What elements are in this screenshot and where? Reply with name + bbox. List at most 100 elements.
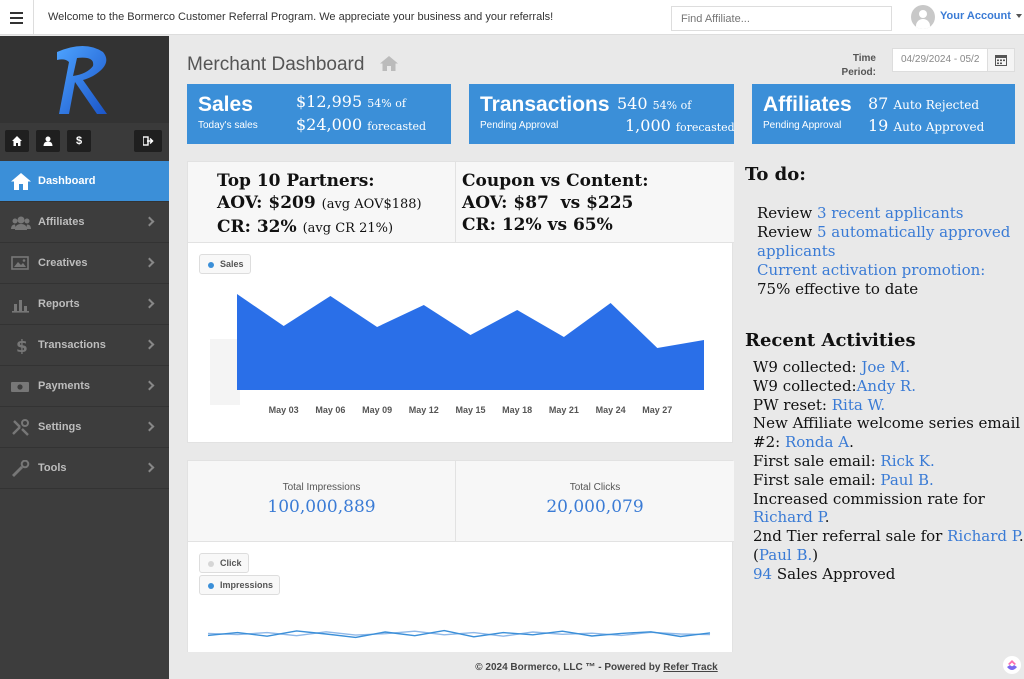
account-menu[interactable]: Your Account [940, 10, 1022, 22]
transactions-percent: 54% of [652, 99, 692, 112]
transactions-forecast-label: forecasted [675, 121, 735, 134]
refer-track-logo-icon [57, 46, 107, 114]
hamburger-menu-icon[interactable] [0, 0, 34, 35]
activity-text: . ( [753, 527, 1024, 564]
affiliate-link[interactable]: Joe M. [861, 358, 911, 376]
recent-applicants-link[interactable]: 3 recent applicants [816, 204, 964, 222]
affiliate-link[interactable]: Paul B. [758, 545, 813, 564]
chevron-right-icon [144, 421, 155, 432]
todo-text: 75% effective to date [757, 280, 919, 298]
clickup-icon[interactable] [1003, 656, 1021, 674]
activity-text: W9 collected: [753, 376, 857, 395]
sidebar-item-settings[interactable]: Settings [0, 407, 169, 448]
activity-item: PW reset: Rita W. [753, 396, 1024, 415]
top-partners-aov: AOV: $209 [217, 193, 316, 213]
footer: © 2024 Bormerco, LLC ™ - Powered by Refe… [169, 652, 1024, 679]
sales-approved-link[interactable]: 94 [753, 564, 773, 583]
x-tick-label: May 15 [455, 405, 485, 415]
sidebar-item-creatives[interactable]: Creatives [0, 243, 169, 284]
sales-legend-dot [208, 262, 214, 268]
page-title: Merchant Dashboard [187, 54, 365, 75]
affiliates-stat-box[interactable]: Affiliates Pending Approval 87 Auto Reje… [752, 84, 1015, 144]
total-impressions-panel: Total Impressions 100,000,889 [188, 461, 456, 542]
chevron-right-icon [144, 216, 155, 227]
click-legend-button[interactable]: Click [199, 553, 249, 573]
approved-applicants-link[interactable]: 5 automatically approved applicants [757, 223, 1011, 260]
sidebar-item-label: Transactions [38, 339, 106, 351]
auto-rejected-count: 87 [868, 94, 889, 113]
sidebar-item-dashboard[interactable]: Dashboard [0, 161, 169, 202]
account-label: Your Account [940, 10, 1011, 22]
x-tick-label: May 09 [362, 405, 392, 415]
total-impressions-value: 100,000,889 [267, 497, 376, 517]
refer-track-link[interactable]: Refer Track [663, 662, 718, 673]
affiliate-link[interactable]: Rita W. [831, 395, 886, 414]
transactions-title: Transactions [480, 93, 610, 116]
wrench-icon [12, 460, 30, 477]
activity-text: First sale email: [753, 470, 881, 489]
activity-text: First sale email: [753, 451, 881, 470]
top-partners-panel: Top 10 Partners: AOV: $209 (avg AOV$188)… [188, 162, 456, 243]
avatar-icon[interactable] [911, 5, 935, 29]
activity-text: ) [812, 545, 819, 564]
logo[interactable] [0, 36, 169, 123]
affiliate-link[interactable]: Richard P [947, 527, 1019, 546]
activity-text: Sales Approved [772, 564, 896, 583]
sales-legend-button[interactable]: Sales [199, 254, 251, 274]
logout-icon[interactable] [134, 130, 162, 152]
activity-item: First sale email: Rick K. [753, 452, 1024, 471]
affiliate-link[interactable]: Andy R. [856, 376, 916, 395]
impressions-clicks-card: Total Impressions 100,000,889 Total Clic… [187, 460, 734, 655]
click-legend-dot [208, 561, 214, 567]
affiliate-link[interactable]: Ronda A [784, 433, 850, 452]
sidebar-item-transactions[interactable]: $ Transactions [0, 325, 169, 366]
activity-item: New Affiliate welcome series email #2: R… [753, 414, 1024, 452]
home-icon[interactable] [380, 56, 398, 71]
activity-item: W9 collected:Andy R. [753, 377, 1024, 396]
coupon-vs-content-cr: CR: 12% vs 65% [462, 215, 613, 235]
activity-item: 2nd Tier referral sale for Richard P. (P… [753, 527, 1024, 565]
activation-promotion-link[interactable]: Current activation promotion: [757, 261, 986, 279]
todo-item: Current activation promotion: [757, 261, 1024, 280]
date-range-input[interactable]: 04/29/2024 - 05/2 [892, 48, 988, 72]
find-affiliate-input[interactable] [671, 6, 892, 31]
sales-stat-box[interactable]: Sales Today's sales $12,995 54% of $24,0… [187, 84, 451, 144]
transactions-forecast-line: 1,000 forecasted [617, 116, 735, 135]
x-tick-label: May 03 [269, 405, 299, 415]
recent-activities-list: W9 collected: Joe M. W9 collected:Andy R… [753, 358, 1024, 584]
transactions-amount-line: 540 54% of [617, 94, 691, 113]
coupon-vs-content-text: Coupon vs Content: AOV: $87 vs $225 CR: … [462, 170, 649, 236]
top-partners-text: Top 10 Partners: AOV: $209 (avg AOV$188)… [217, 170, 422, 240]
activity-item: 94 Sales Approved [753, 565, 1024, 584]
affiliates-title: Affiliates [763, 93, 852, 116]
auto-rejected-line: 87 Auto Rejected [868, 94, 979, 113]
affiliate-link[interactable]: Paul B. [880, 470, 934, 489]
total-clicks-label: Total Clicks [569, 482, 621, 493]
transactions-stat-box[interactable]: Transactions Pending Approval 540 54% of… [469, 84, 735, 144]
calendar-button[interactable] [987, 48, 1015, 72]
activity-text: PW reset: [753, 395, 832, 414]
sales-forecast-label: forecasted [367, 120, 427, 133]
activity-item: First sale email: Paul B. [753, 471, 1024, 490]
coupon-vs-content-aov: AOV: $87 vs $225 [462, 193, 634, 213]
sidebar-item-payments[interactable]: Payments [0, 366, 169, 407]
dollar-icon[interactable]: $ [67, 130, 91, 152]
impressions-legend-button[interactable]: Impressions [199, 575, 281, 595]
affiliate-link[interactable]: Rick K. [880, 451, 935, 470]
user-icon[interactable] [36, 130, 60, 152]
coupon-vs-content-panel: Coupon vs Content: AOV: $87 vs $225 CR: … [456, 162, 734, 243]
affiliate-link[interactable]: Richard P [753, 508, 825, 527]
chevron-right-icon [144, 462, 155, 473]
sidebar-item-label: Payments [38, 380, 90, 392]
sidebar-item-reports[interactable]: Reports [0, 284, 169, 325]
impressions-line-chart [207, 629, 711, 639]
sales-percent: 54% of [367, 97, 406, 110]
sidebar-item-affiliates[interactable]: Affiliates [0, 202, 169, 243]
activity-item: W9 collected: Joe M. [753, 358, 1024, 377]
sales-chart-card: Top 10 Partners: AOV: $209 (avg AOV$188)… [187, 161, 734, 443]
total-clicks-value: 20,000,079 [546, 497, 644, 517]
home-icon[interactable] [5, 130, 29, 152]
sales-subtitle: Today's sales [198, 120, 258, 131]
todo-item: Review 3 recent applicants [757, 204, 1024, 223]
sidebar-item-tools[interactable]: Tools [0, 448, 169, 489]
